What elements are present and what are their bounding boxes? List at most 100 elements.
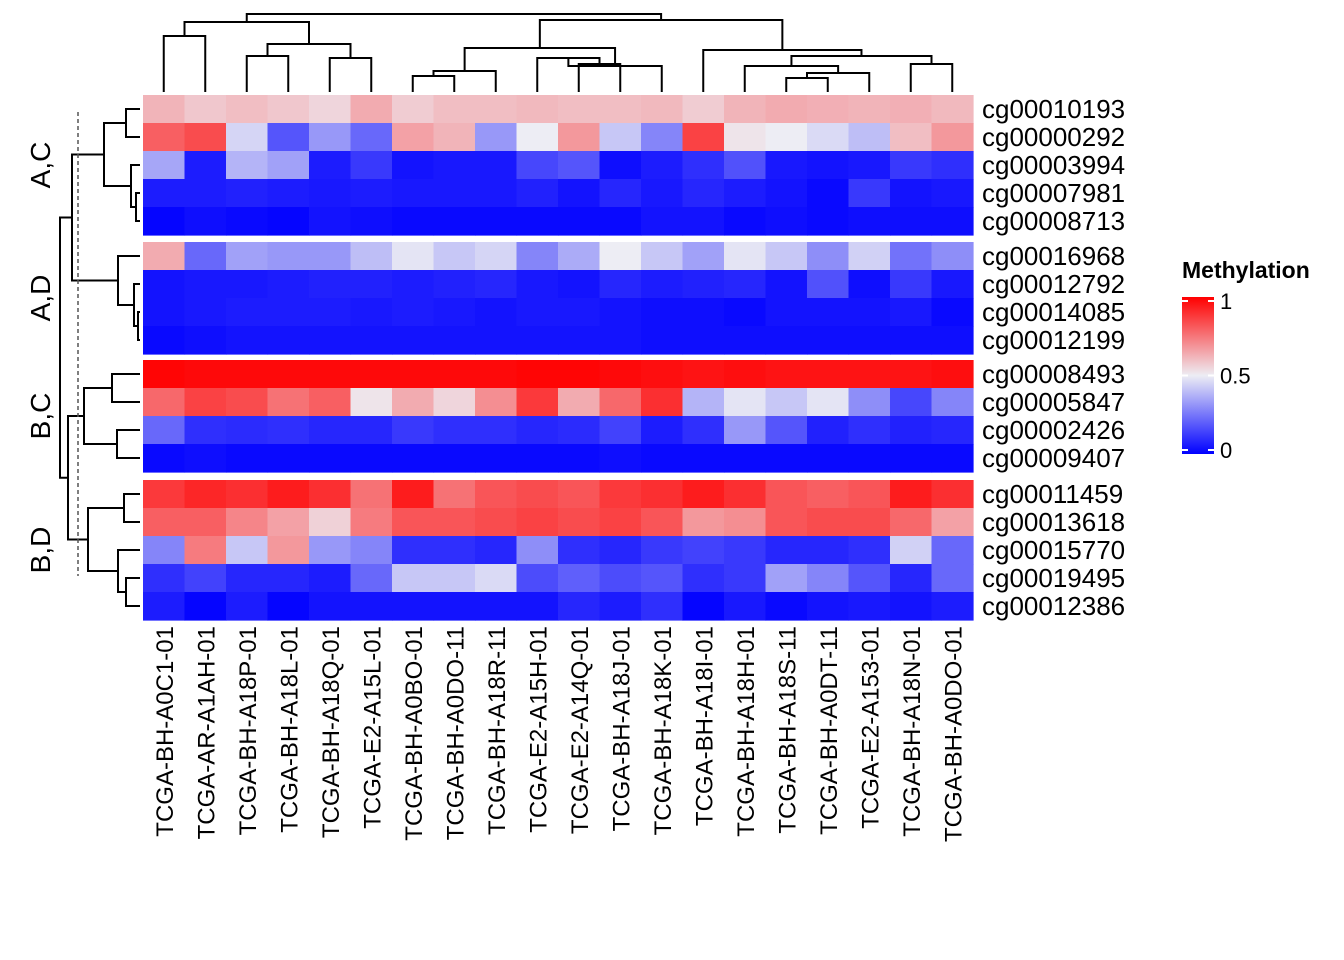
heatmap-cell [516,298,559,327]
row-label: cg00007981 [982,178,1125,208]
heatmap-cell [682,388,725,417]
heatmap-cell [807,270,850,299]
heatmap-cell [682,242,725,271]
heatmap-cell [226,207,269,236]
heatmap-cell [848,388,891,417]
heatmap-cell [724,480,767,509]
heatmap-cell [682,536,725,565]
heatmap-cell [724,416,767,445]
heatmap-cell [350,298,393,327]
dendrogram-branch [245,13,663,22]
heatmap-cell [475,592,518,621]
heatmap-cell [516,508,559,537]
row-label: cg00010193 [982,94,1125,124]
heatmap-cell [309,123,352,152]
heatmap-cell [350,326,393,355]
heatmap-cell [475,151,518,180]
row-label: cg00014085 [982,297,1125,327]
heatmap-cell [143,416,186,445]
column-label: TCGA-E2-A15L-01 [359,626,386,829]
row-label: cg00019495 [982,563,1125,593]
heatmap-cell [516,179,559,208]
heatmap-cell [350,179,393,208]
heatmap-cell [392,592,435,621]
heatmap-cell [599,179,642,208]
heatmap-cell [350,480,393,509]
heatmap-cell [724,242,767,271]
dendrogram-branch [116,429,140,459]
heatmap-cell [433,564,476,593]
heatmap-cell [890,207,933,236]
heatmap-cell [890,360,933,389]
dendrogram-branch [785,77,829,92]
heatmap-cell [599,207,642,236]
heatmap-cell [433,388,476,417]
heatmap-cell [184,123,227,152]
heatmap-cell [516,95,559,124]
dendrogram-branch [125,577,140,607]
heatmap-cell [724,179,767,208]
heatmap-cell [641,480,684,509]
heatmap-cell [350,360,393,389]
heatmap-cell [558,508,601,537]
heatmap-cell [350,123,393,152]
heatmap-cell [890,270,933,299]
heatmap-cell [682,564,725,593]
dendrogram-branch [328,57,373,92]
heatmap-cell [309,444,352,473]
heatmap-cell [848,151,891,180]
heatmap-cell [599,508,642,537]
column-label: TCGA-BH-A0DO-11 [442,626,469,840]
heatmap-cell [226,536,269,565]
heatmap-cell [475,388,518,417]
heatmap-cell [848,564,891,593]
heatmap-cell [184,179,227,208]
heatmap-cell [267,480,310,509]
heatmap-cell [558,298,601,327]
heatmap-cell [931,564,974,593]
heatmap-cell [392,270,435,299]
heatmap-cell [433,480,476,509]
heatmap-cell [807,326,850,355]
dendrogram-branch [123,493,140,523]
heatmap-cell [226,416,269,445]
heatmap-cell [931,207,974,236]
heatmap-cell [682,444,725,473]
heatmap-cell [184,388,227,417]
heatmap-cell [807,508,850,537]
heatmap-cell [890,326,933,355]
heatmap-cell [309,508,352,537]
row-group-label: A,C [25,142,56,189]
heatmap-cell [765,242,808,271]
heatmap-cell [765,179,808,208]
legend-tick-label: 0.5 [1220,364,1251,389]
heatmap-cell [682,416,725,445]
heatmap-cell [890,123,933,152]
heatmap-cell [931,298,974,327]
heatmap-cell [143,95,186,124]
heatmap-cell [516,270,559,299]
dendrogram-branch [909,63,954,92]
heatmap-cell [807,416,850,445]
heatmap-cell [807,564,850,593]
heatmap-cell [724,360,767,389]
heatmap-cell [765,592,808,621]
heatmap-cell [848,444,891,473]
heatmap-cell [184,242,227,271]
heatmap-cell [350,564,393,593]
heatmap-cell [807,298,850,327]
dendrogram-branch [183,21,310,44]
heatmap-cell [226,95,269,124]
heatmap-cell [267,298,310,327]
heatmap-cell [931,151,974,180]
heatmap-cell [433,207,476,236]
heatmap-cell [475,242,518,271]
heatmap-cell [226,298,269,327]
heatmap-cell [724,388,767,417]
heatmap-cell [143,536,186,565]
heatmap-cell [765,480,808,509]
heatmap-cell [848,95,891,124]
heatmap-cell [392,480,435,509]
heatmap-cell [599,270,642,299]
row-group-label: B,C [25,393,56,440]
